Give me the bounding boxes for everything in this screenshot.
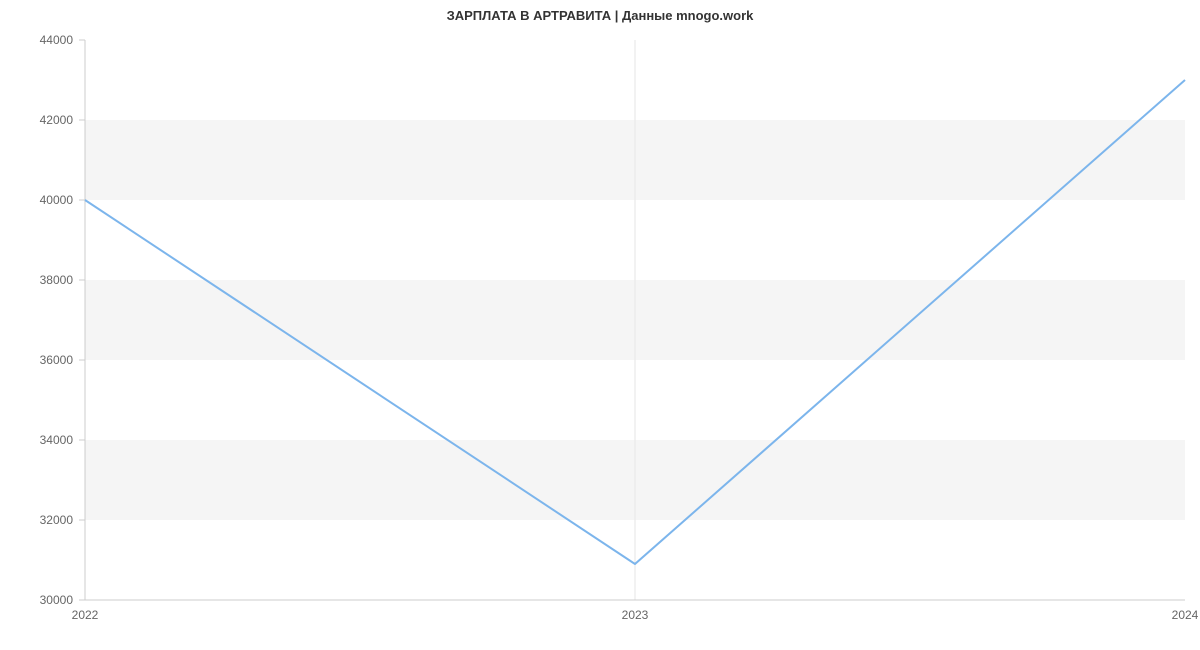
- x-axis-tick-label: 2022: [72, 608, 99, 622]
- line-chart-svg: [0, 0, 1200, 650]
- y-axis-tick-label: 40000: [0, 193, 73, 207]
- x-axis-tick-label: 2024: [1172, 608, 1199, 622]
- chart-container: ЗАРПЛАТА В АРТРАВИТА | Данные mnogo.work…: [0, 0, 1200, 650]
- y-axis-tick-label: 36000: [0, 353, 73, 367]
- y-axis-tick-label: 34000: [0, 433, 73, 447]
- y-axis-tick-label: 30000: [0, 593, 73, 607]
- y-axis-tick-label: 44000: [0, 33, 73, 47]
- y-axis-tick-label: 32000: [0, 513, 73, 527]
- y-axis-tick-label: 42000: [0, 113, 73, 127]
- x-axis-tick-label: 2023: [622, 608, 649, 622]
- y-axis-tick-label: 38000: [0, 273, 73, 287]
